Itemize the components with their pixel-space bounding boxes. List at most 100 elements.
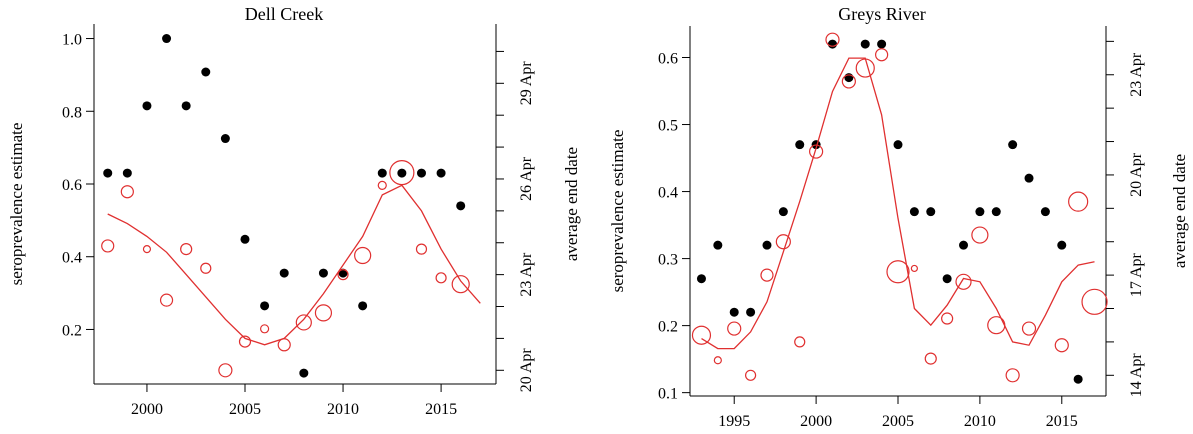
end-date-circle (218, 363, 233, 378)
y2-tick-label: 14 Apr (1128, 353, 1145, 398)
seroprevalence-point (926, 207, 936, 217)
seroprevalence-point (122, 168, 132, 178)
seroprevalence-point (696, 274, 706, 284)
end-date-circle (314, 304, 333, 322)
end-date-circle (354, 246, 372, 265)
x-tick-label: 2005 (229, 401, 261, 418)
seroprevalence-point (762, 240, 772, 250)
end-date-circle (775, 234, 791, 250)
chart-title: Greys River (838, 4, 925, 24)
seroprevalence-point (220, 134, 230, 144)
y-tick-label: 0.8 (62, 104, 82, 121)
seroprevalence-point (975, 207, 985, 217)
seroprevalence-point (713, 240, 723, 250)
y2-tick-label: 17 Apr (1128, 252, 1145, 297)
end-date-circle (180, 243, 193, 256)
end-date-circle (744, 369, 757, 381)
seroprevalence-point (877, 39, 887, 49)
end-date-circle (159, 293, 174, 307)
end-date-circle (910, 264, 918, 273)
end-date-circle (377, 180, 387, 190)
seroprevalence-point (1008, 140, 1018, 150)
seroprevalence-point (338, 268, 348, 278)
y-tick-label: 0.5 (658, 118, 678, 135)
seroprevalence-point (103, 168, 113, 178)
x-tick-label: 2010 (964, 413, 996, 430)
seroprevalence-point (1057, 240, 1067, 250)
seroprevalence-point (827, 39, 837, 49)
end-date-circle (451, 275, 470, 294)
end-date-circle (120, 185, 134, 199)
x-tick-label: 2015 (425, 401, 457, 418)
end-date-circle (760, 268, 774, 282)
seroprevalence-point (729, 307, 739, 317)
seroprevalence-point (181, 101, 191, 111)
end-date-circle (971, 226, 989, 244)
end-date-circle (435, 272, 447, 284)
y-axis-title: seroprevalence estimate (7, 123, 26, 286)
fitted-end-date-line (701, 57, 1095, 350)
end-date-circle (875, 48, 889, 62)
end-date-circle (260, 324, 270, 334)
y-tick-label: 0.3 (658, 252, 678, 269)
y2-tick-label: 29 Apr (518, 61, 535, 106)
seroprevalence-point (1024, 173, 1034, 183)
end-date-circle (941, 312, 954, 325)
y-tick-label: 0.6 (62, 177, 82, 194)
end-date-circle (238, 335, 252, 348)
end-date-circle (142, 245, 152, 254)
seroprevalence-point (893, 140, 903, 150)
y2-axis-title: average end date (1170, 154, 1189, 268)
end-date-circle (415, 243, 428, 255)
y-tick-label: 0.1 (658, 386, 678, 403)
y-tick-label: 0.4 (658, 185, 678, 202)
x-tick-label: 1995 (718, 413, 750, 430)
seroprevalence-point (959, 240, 969, 250)
seroprevalence-point (162, 34, 172, 44)
end-date-circle (691, 325, 712, 345)
seroprevalence-point (860, 39, 870, 49)
seroprevalence-point (318, 268, 328, 278)
x-tick-label: 2000 (800, 413, 832, 430)
x-tick-label: 2000 (131, 401, 163, 418)
y2-tick-label: 23 Apr (518, 252, 535, 297)
end-date-circle (101, 239, 115, 253)
x-tick-label: 2015 (1046, 413, 1078, 430)
seroprevalence-point (991, 207, 1001, 217)
seroprevalence-point (260, 301, 270, 311)
seroprevalence-point (240, 234, 250, 244)
seroprevalence-point (456, 201, 466, 211)
end-date-circle (337, 269, 349, 281)
end-date-circle (727, 321, 742, 336)
seroprevalence-point (746, 307, 756, 317)
y2-tick-label: 20 Apr (1128, 152, 1145, 197)
x-tick-label: 2005 (882, 413, 914, 430)
end-date-circle (886, 260, 910, 284)
end-date-circle (825, 32, 840, 47)
y-tick-label: 0.2 (658, 319, 678, 336)
y-tick-label: 1.0 (62, 32, 82, 49)
seroprevalence-point (436, 168, 446, 178)
seroprevalence-point (377, 168, 387, 178)
y-tick-label: 0.6 (658, 51, 678, 68)
end-date-circle (1081, 288, 1108, 315)
seroprevalence-point (778, 207, 788, 217)
seroprevalence-point (397, 168, 407, 178)
y2-axis-title: average end date (562, 147, 581, 261)
y2-tick-label: 20 Apr (518, 348, 535, 393)
end-date-circle (809, 144, 824, 159)
seroprevalence-point (1073, 374, 1083, 384)
seroprevalence-point (279, 268, 289, 278)
seroprevalence-point (299, 368, 309, 378)
end-date-circle (924, 352, 937, 365)
end-date-circle (1068, 191, 1089, 212)
end-date-circle (200, 262, 212, 274)
x-tick-label: 2010 (327, 401, 359, 418)
seroprevalence-point (201, 67, 211, 77)
end-date-circle (713, 356, 722, 365)
y-tick-label: 0.2 (62, 322, 82, 339)
end-date-circle (1021, 321, 1037, 336)
seroprevalence-point (1040, 207, 1050, 217)
seroprevalence-point (142, 101, 152, 111)
